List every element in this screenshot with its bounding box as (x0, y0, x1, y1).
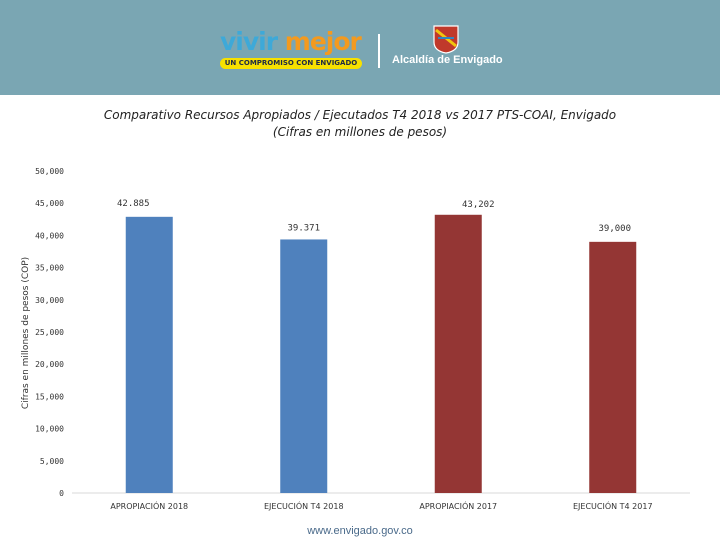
org-name: Alcaldía de Envigado (392, 54, 503, 66)
logo-tagline: UN COMPROMISO CON ENVIGADO (220, 58, 362, 69)
bar (280, 239, 328, 493)
municipal-seal-icon (433, 25, 459, 54)
y-tick-label: 40,000 (35, 231, 64, 240)
y-tick-label: 10,000 (35, 425, 64, 434)
logo-word-mejor: mejor (284, 27, 362, 56)
chart-subtitle: (Cifras en millones de pesos) (272, 125, 448, 139)
header-divider (378, 34, 380, 68)
data-label: 42.885 (117, 199, 150, 209)
data-label: 43,202 (462, 200, 495, 210)
bar (434, 214, 482, 493)
data-label: 39.371 (287, 223, 320, 233)
footer-url: www.envigado.gov.co (307, 525, 413, 537)
y-tick-label: 45,000 (35, 199, 64, 208)
chart-title: Comparativo Recursos Apropiados / Ejecut… (103, 108, 617, 122)
data-label: 39,000 (598, 224, 631, 234)
x-category-label: APROPIACIÓN 2017 (419, 500, 497, 511)
y-tick-label: 25,000 (35, 328, 64, 337)
y-tick-label: 15,000 (35, 392, 64, 401)
logo-word-vivir: vivir (220, 27, 278, 56)
y-axis-label: Cifras en millones de pesos (COP) (21, 257, 31, 409)
bar (589, 241, 637, 493)
y-tick-label: 5,000 (40, 457, 64, 466)
header-banner: vivir mejor UN COMPROMISO CON ENVIGADO A… (0, 0, 720, 95)
y-tick-label: 50,000 (35, 167, 64, 176)
y-tick-label: 30,000 (35, 296, 64, 305)
x-category-label: EJECUCIÓN T4 2017 (573, 500, 653, 511)
y-tick-label: 35,000 (35, 264, 64, 273)
y-tick-label: 20,000 (35, 360, 64, 369)
vivir-mejor-logo: vivir mejor UN COMPROMISO CON ENVIGADO (218, 28, 366, 72)
y-tick-label: 0 (59, 489, 64, 498)
x-category-label: EJECUCIÓN T4 2018 (264, 500, 344, 511)
x-category-label: APROPIACIÓN 2018 (110, 500, 188, 511)
bar (125, 216, 173, 493)
